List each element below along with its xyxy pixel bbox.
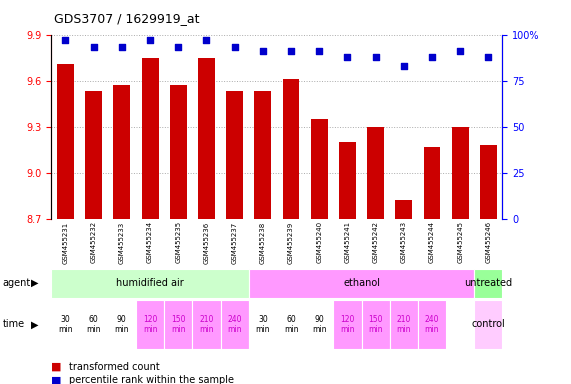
Bar — [480, 145, 497, 219]
Point — [371, 54, 380, 60]
Bar — [170, 85, 187, 219]
Point — [61, 37, 70, 43]
Bar — [192, 300, 220, 349]
Text: ■: ■ — [51, 375, 62, 384]
Text: GSM455244: GSM455244 — [429, 221, 435, 263]
Bar — [51, 269, 249, 298]
Text: GDS3707 / 1629919_at: GDS3707 / 1629919_at — [54, 12, 200, 25]
Point — [117, 45, 126, 51]
Text: GSM455245: GSM455245 — [457, 221, 463, 263]
Text: 120
min: 120 min — [143, 315, 158, 334]
Text: ▶: ▶ — [31, 319, 39, 329]
Bar — [85, 91, 102, 219]
Point — [89, 45, 98, 51]
Point — [146, 37, 155, 43]
Bar — [142, 58, 159, 219]
Point — [428, 54, 437, 60]
Text: GSM455235: GSM455235 — [175, 221, 181, 263]
Text: ethanol: ethanol — [343, 278, 380, 288]
Point — [174, 45, 183, 51]
Text: time: time — [3, 319, 25, 329]
Text: 90
min: 90 min — [312, 315, 327, 334]
Bar — [395, 200, 412, 219]
Text: 150
min: 150 min — [171, 315, 186, 334]
Bar — [311, 119, 328, 219]
Bar — [164, 300, 192, 349]
Bar — [333, 300, 361, 349]
Bar — [57, 64, 74, 219]
Text: GSM455236: GSM455236 — [203, 221, 210, 263]
Text: control: control — [472, 319, 505, 329]
Bar — [475, 300, 502, 349]
Bar — [418, 300, 446, 349]
Text: 210
min: 210 min — [199, 315, 214, 334]
Text: GSM455243: GSM455243 — [401, 221, 407, 263]
Text: 30
min: 30 min — [58, 315, 73, 334]
Bar — [305, 300, 333, 349]
Text: 240
min: 240 min — [425, 315, 439, 334]
Text: 90
min: 90 min — [115, 315, 129, 334]
Bar — [249, 269, 475, 298]
Point — [287, 48, 296, 54]
Bar — [424, 147, 440, 219]
Text: GSM455242: GSM455242 — [373, 221, 379, 263]
Point — [202, 37, 211, 43]
Bar — [198, 58, 215, 219]
Bar — [226, 91, 243, 219]
Bar — [283, 79, 300, 219]
Bar — [277, 300, 305, 349]
Text: agent: agent — [3, 278, 31, 288]
Bar — [361, 300, 390, 349]
Point — [456, 48, 465, 54]
Point — [258, 48, 267, 54]
Text: transformed count: transformed count — [69, 362, 159, 372]
Text: 210
min: 210 min — [396, 315, 411, 334]
Point — [315, 48, 324, 54]
Text: GSM455234: GSM455234 — [147, 221, 153, 263]
Text: GSM455240: GSM455240 — [316, 221, 322, 263]
Bar — [114, 85, 130, 219]
Text: ▶: ▶ — [31, 278, 39, 288]
Bar — [79, 300, 108, 349]
Text: GSM455231: GSM455231 — [62, 221, 69, 263]
Text: GSM455238: GSM455238 — [260, 221, 266, 263]
Bar — [475, 269, 502, 298]
Text: GSM455241: GSM455241 — [344, 221, 351, 263]
Text: humidified air: humidified air — [116, 278, 184, 288]
Bar — [249, 300, 277, 349]
Point — [484, 54, 493, 60]
Text: ■: ■ — [51, 362, 62, 372]
Text: untreated: untreated — [464, 278, 512, 288]
Bar — [452, 127, 469, 219]
Text: 240
min: 240 min — [227, 315, 242, 334]
Text: 120
min: 120 min — [340, 315, 355, 334]
Text: 60
min: 60 min — [86, 315, 101, 334]
Text: 30
min: 30 min — [256, 315, 270, 334]
Bar — [339, 142, 356, 219]
Bar — [255, 91, 271, 219]
Text: 150
min: 150 min — [368, 315, 383, 334]
Text: GSM455232: GSM455232 — [91, 221, 96, 263]
Bar — [389, 300, 418, 349]
Text: percentile rank within the sample: percentile rank within the sample — [69, 375, 234, 384]
Text: GSM455246: GSM455246 — [485, 221, 492, 263]
Point — [399, 63, 408, 69]
Point — [343, 54, 352, 60]
Bar — [108, 300, 136, 349]
Text: GSM455237: GSM455237 — [232, 221, 238, 263]
Bar — [367, 127, 384, 219]
Bar — [136, 300, 164, 349]
Text: GSM455233: GSM455233 — [119, 221, 125, 263]
Text: 60
min: 60 min — [284, 315, 298, 334]
Bar — [51, 300, 79, 349]
Point — [230, 45, 239, 51]
Text: GSM455239: GSM455239 — [288, 221, 294, 263]
Bar — [220, 300, 249, 349]
